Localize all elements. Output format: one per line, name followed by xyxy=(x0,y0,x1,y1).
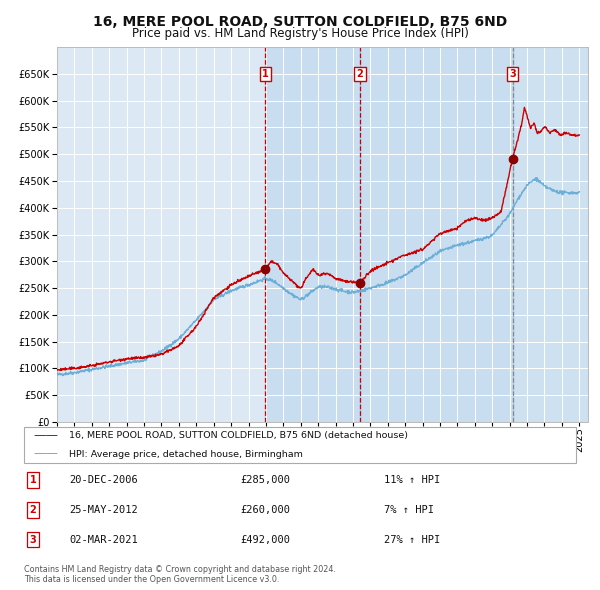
Text: ——: —— xyxy=(33,429,58,442)
Text: 1: 1 xyxy=(29,475,37,485)
Text: 20-DEC-2006: 20-DEC-2006 xyxy=(69,475,138,485)
Text: ——: —— xyxy=(33,447,58,461)
Text: 7% ↑ HPI: 7% ↑ HPI xyxy=(384,505,434,515)
Text: HPI: Average price, detached house, Birmingham: HPI: Average price, detached house, Birm… xyxy=(69,450,303,458)
Text: Price paid vs. HM Land Registry's House Price Index (HPI): Price paid vs. HM Land Registry's House … xyxy=(131,27,469,40)
Text: £260,000: £260,000 xyxy=(240,505,290,515)
Text: 27% ↑ HPI: 27% ↑ HPI xyxy=(384,535,440,545)
Text: 16, MERE POOL ROAD, SUTTON COLDFIELD, B75 6ND: 16, MERE POOL ROAD, SUTTON COLDFIELD, B7… xyxy=(93,15,507,29)
Text: 25-MAY-2012: 25-MAY-2012 xyxy=(69,505,138,515)
Text: 3: 3 xyxy=(29,535,37,545)
Text: Contains HM Land Registry data © Crown copyright and database right 2024.: Contains HM Land Registry data © Crown c… xyxy=(24,565,336,574)
Bar xyxy=(512,47,588,422)
Text: 3: 3 xyxy=(509,69,516,79)
Bar xyxy=(265,47,360,422)
Text: 2: 2 xyxy=(356,69,364,79)
Text: £285,000: £285,000 xyxy=(240,475,290,485)
Text: 16, MERE POOL ROAD, SUTTON COLDFIELD, B75 6ND (detached house): 16, MERE POOL ROAD, SUTTON COLDFIELD, B7… xyxy=(69,431,408,440)
Text: This data is licensed under the Open Government Licence v3.0.: This data is licensed under the Open Gov… xyxy=(24,575,280,584)
Text: 1: 1 xyxy=(262,69,269,79)
Text: 11% ↑ HPI: 11% ↑ HPI xyxy=(384,475,440,485)
Text: 2: 2 xyxy=(29,505,37,515)
Text: 02-MAR-2021: 02-MAR-2021 xyxy=(69,535,138,545)
Text: £492,000: £492,000 xyxy=(240,535,290,545)
Bar xyxy=(360,47,512,422)
